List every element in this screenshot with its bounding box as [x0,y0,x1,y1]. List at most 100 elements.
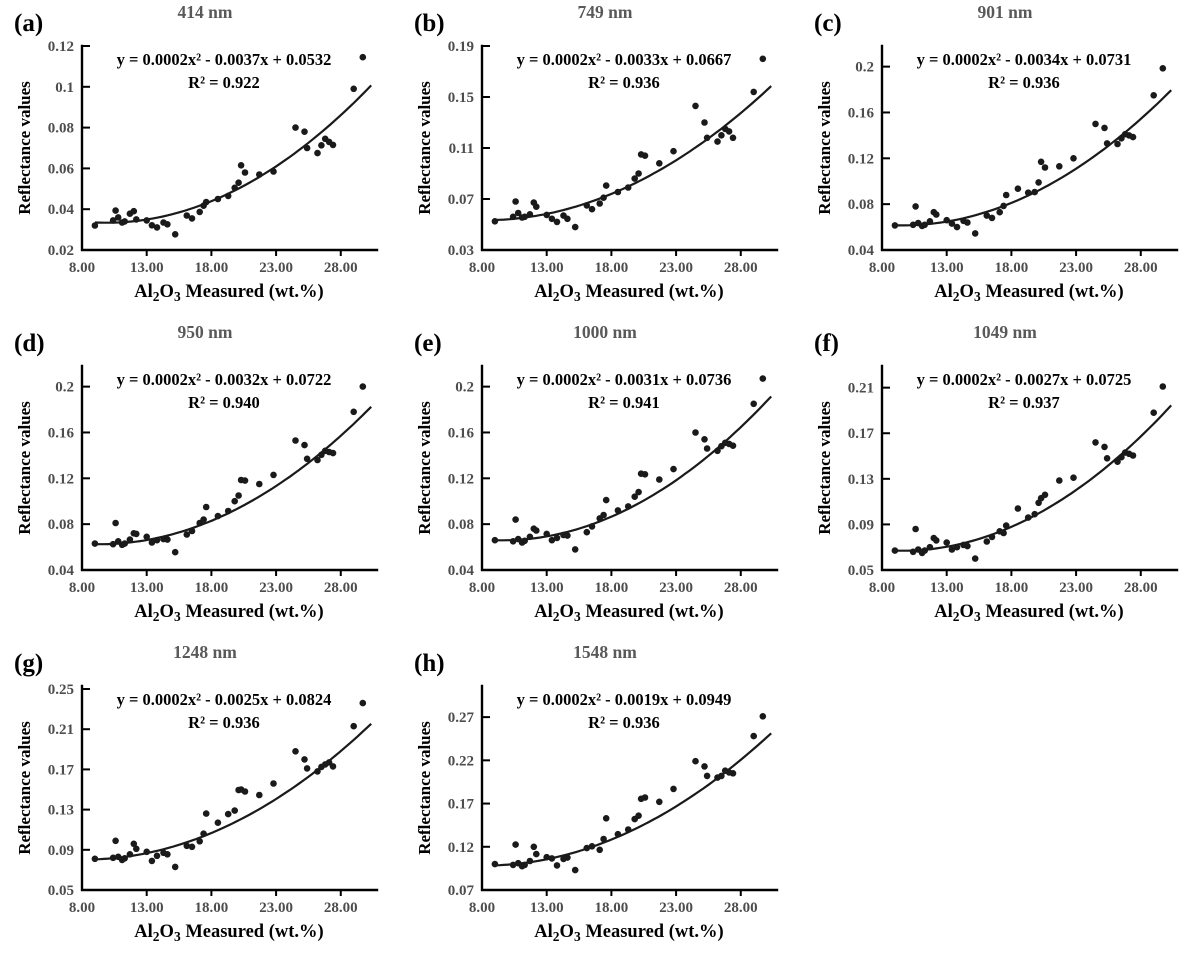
data-point [583,844,591,852]
data-point [564,215,571,223]
data-point [1070,474,1077,481]
data-point [153,536,161,544]
data-point [943,216,950,224]
data-point [509,538,517,545]
panel-title: 950 nm [178,322,233,342]
data-point [91,540,99,547]
data-point [359,53,367,61]
data-point [988,214,996,222]
data-point [521,213,528,221]
y-tick-label: 0.1 [55,80,74,96]
data-point [112,519,119,527]
data-point [1014,505,1022,512]
data-point [553,862,561,869]
fit-equation: y = 0.0002x² - 0.0031x + 0.0736 [517,370,732,389]
data-point [564,854,571,861]
data-point [750,88,757,96]
data-point [729,770,737,777]
x-tick-label: 28.00 [1124,260,1158,276]
y-tick-label: 0.22 [448,753,474,769]
data-point [533,850,540,858]
x-tick-label: 23.00 [1059,260,1093,276]
x-tick-label: 8.00 [69,900,95,916]
data-point [926,543,934,551]
data-point [231,497,238,505]
data-point [509,861,517,869]
panel-title: 414 nm [178,2,233,22]
y-tick-label: 0.2 [855,60,874,76]
data-point [314,768,321,775]
data-point [200,516,207,523]
x-tick-label: 8.00 [469,260,495,276]
data-point [718,772,725,780]
x-tick-label: 8.00 [69,260,95,276]
data-point [133,530,140,538]
data-point [624,826,632,833]
y-tick-label: 0.04 [448,563,475,579]
y-tick-label: 0.11 [449,141,474,157]
x-tick-label: 13.00 [130,580,164,596]
y-tick-label: 0.04 [848,243,875,259]
data-point [750,400,757,408]
y-tick-label: 0.08 [448,517,474,533]
y-axis-label: Reflectance values [815,81,834,215]
x-tick-label: 13.00 [530,260,564,276]
y-tick-label: 0.07 [448,883,475,899]
data-point [1159,383,1167,390]
data-point [235,179,242,186]
x-tick-label: 8.00 [469,580,495,596]
trend-curve [94,722,372,861]
y-tick-label: 0.13 [48,803,74,819]
y-axis-label: Reflectance values [15,401,34,535]
data-point [1103,140,1111,147]
data-point [543,530,550,538]
y-tick-label: 0.02 [48,243,74,259]
data-point [171,231,179,238]
data-point [729,134,737,142]
data-point [224,507,232,515]
x-tick-label: 28.00 [324,260,358,276]
y-axis-label: Reflectance values [415,721,434,855]
data-point [571,546,579,553]
data-point [329,141,337,149]
data-point [583,528,591,536]
data-point [602,182,610,189]
data-point [703,445,711,452]
data-point [921,547,928,554]
data-point [548,855,556,862]
data-point [656,476,663,483]
data-point [912,525,919,533]
data-point [491,218,499,225]
trend-curve [894,89,1172,227]
x-tick-label: 23.00 [659,260,693,276]
panel-c-chart: (c) 901 nm 0.04 0.08 0.12 0.16 0.2 8.00 13.00 18.… [814,2,1179,304]
data-point [759,713,767,720]
y-tick-label: 0.15 [448,90,474,106]
y-tick-label: 0.04 [48,563,75,579]
data-point [153,224,161,231]
data-point [921,221,928,229]
data-point [631,493,638,500]
panel-letter: (a) [14,10,43,37]
data-point [521,537,528,545]
panel-letter: (e) [414,330,442,357]
data-point [624,184,632,191]
panel-c: (c) 901 nm 0.04 0.08 0.12 0.16 0.2 8.00 13.00 18.… [800,0,1200,320]
y-axis-label: Reflectance values [15,81,34,215]
data-point [214,195,222,203]
data-point [148,222,156,229]
data-point [314,456,321,464]
data-point [121,218,128,225]
data-point [909,548,917,556]
panel-b: (b) 749 nm 0.03 0.07 0.11 0.15 0.19 8.00 13.00 18… [400,0,800,320]
data-point [512,198,519,205]
data-point [964,542,971,550]
y-tick-label: 0.03 [448,243,474,259]
y-tick-label: 0.12 [448,471,474,487]
y-tick-label: 0.17 [48,762,75,778]
y-tick-label: 0.12 [848,151,874,167]
y-tick-label: 0.19 [448,39,474,55]
panel-h-chart: (h) 1548 nm 0.07 0.12 0.17 0.22 0.27 8.00 13.00 1… [414,642,779,944]
data-point [301,756,308,763]
